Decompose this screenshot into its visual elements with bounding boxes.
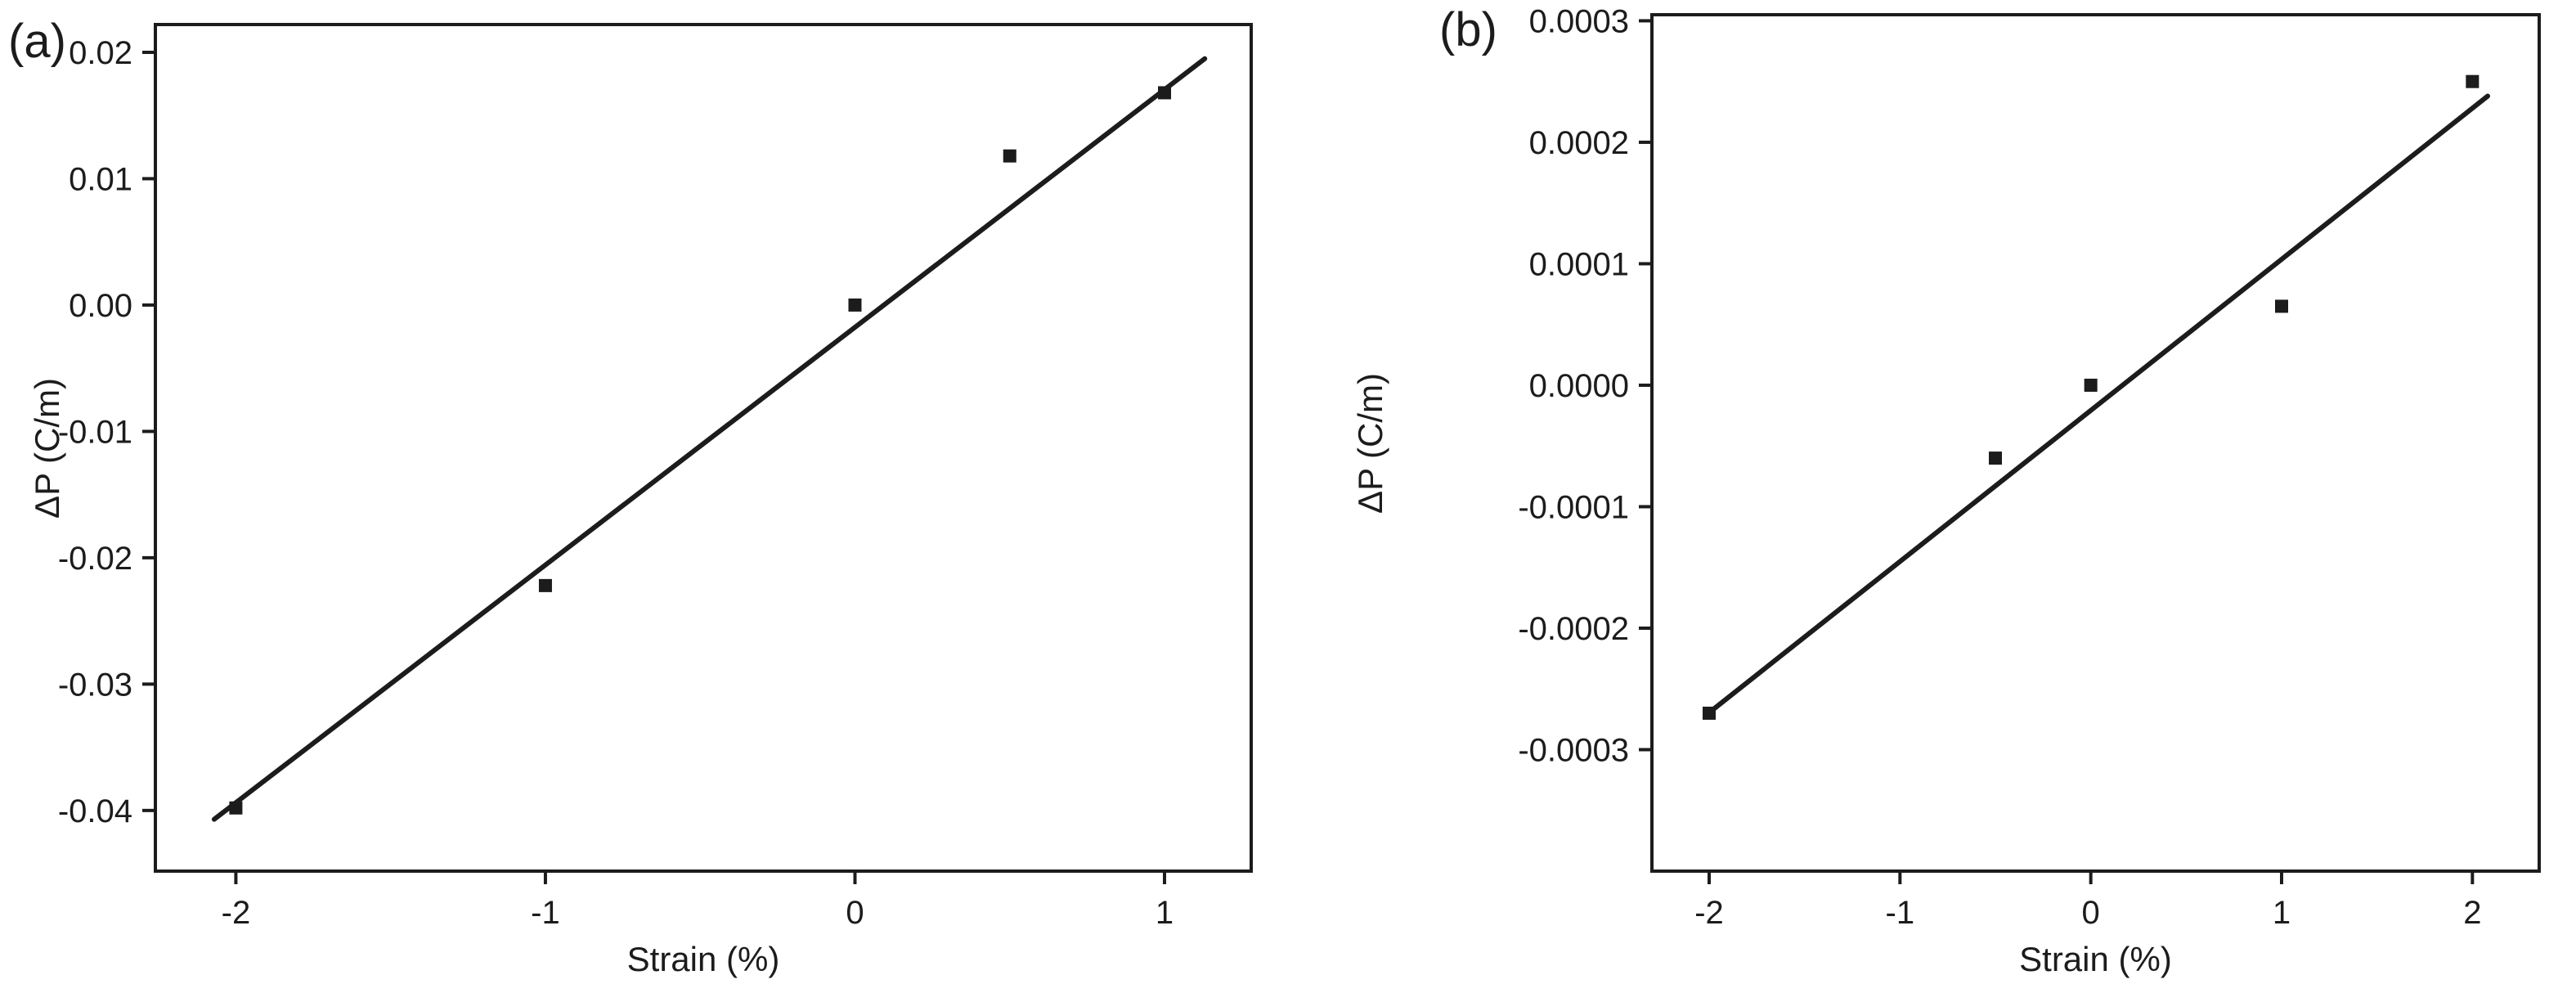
y-tick-label: -0.0001 <box>1518 489 1629 525</box>
y-tick-label: 0.0001 <box>1529 246 1629 282</box>
y-tick-label: -0.04 <box>58 793 132 829</box>
y-tick-label: 0.0003 <box>1529 3 1629 39</box>
panel-b-label: (b) <box>1439 3 1497 56</box>
data-point-marker <box>1989 452 2002 465</box>
x-tick-label: 2 <box>2463 895 2481 931</box>
fit-line <box>211 56 1208 822</box>
fit-line <box>1703 93 2490 718</box>
data-point-marker <box>1158 86 1172 100</box>
data-point-marker <box>1003 149 1016 163</box>
x-tick-label: 0 <box>2082 895 2100 931</box>
y-axis-title-a-text: ΔP (C/m) <box>28 377 66 519</box>
y-tick-label: 0.0002 <box>1529 125 1629 161</box>
y-axis-title-b-text: ΔP (C/m) <box>1351 372 1389 514</box>
y-tick-label: 0.01 <box>69 161 132 197</box>
data-point-marker <box>538 578 552 592</box>
data-point-marker <box>2275 299 2288 313</box>
data-point-marker <box>2084 378 2098 392</box>
data-point-marker <box>2466 74 2480 88</box>
y-tick-label: 0.0000 <box>1529 368 1629 404</box>
x-tick-label: -2 <box>222 895 251 931</box>
y-tick-label: 0.00 <box>69 288 132 324</box>
y-axis-title-b: ΔP (C/m) <box>1351 15 1389 871</box>
data-point-marker <box>229 801 243 815</box>
plot-frame <box>1650 13 2541 873</box>
x-tick-label: 0 <box>846 895 864 931</box>
y-axis-title-a: ΔP (C/m) <box>28 25 66 871</box>
y-tick-label: -0.01 <box>58 414 132 450</box>
y-tick-label: -0.02 <box>58 541 132 577</box>
data-point-marker <box>1703 706 1716 720</box>
x-tick-label: 1 <box>1156 895 1174 931</box>
y-tick-label: -0.03 <box>58 667 132 703</box>
y-tick-label: -0.0003 <box>1518 732 1629 768</box>
panel-a-label: (a) <box>8 15 66 68</box>
plot-frame <box>154 23 1253 873</box>
data-point-marker <box>848 298 862 312</box>
y-tick-label: 0.02 <box>69 35 132 71</box>
y-tick-label: -0.0002 <box>1518 611 1629 647</box>
x-tick-label: -1 <box>531 895 560 931</box>
x-axis-title-b: Strain (%) <box>2019 940 2172 978</box>
chart-a: -2 -1 0 1 0.02 0.01 0.00 -0.01 -0.02 -0.03 -0.04 <box>58 23 1253 931</box>
x-tick-label: -2 <box>1694 895 1724 931</box>
x-tick-label: 1 <box>2273 895 2291 931</box>
panel-b: -2 -1 0 1 2 0.0003 0.0002 0.0001 0.0000 -0.0001 -0… <box>1288 0 2576 1002</box>
x-axis-title-a: Strain (%) <box>626 940 780 978</box>
panel-a: -2 -1 0 1 0.02 0.01 0.00 -0.01 -0.02 -0.03 -0.04 (… <box>8 15 1253 978</box>
x-tick-label: -1 <box>1886 895 1915 931</box>
chart-b: -2 -1 0 1 2 0.0003 0.0002 0.0001 0.0000 -0.0001 -0… <box>1518 3 2541 931</box>
